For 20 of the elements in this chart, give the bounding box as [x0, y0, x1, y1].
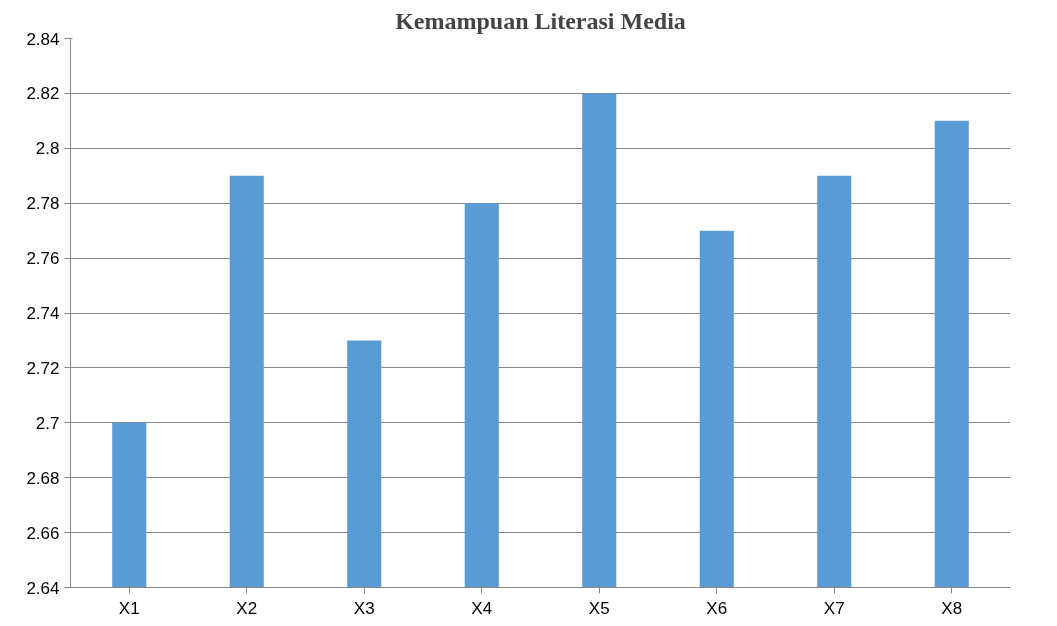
x-tick-label: X4 — [471, 598, 493, 618]
x-tick-label: X6 — [706, 598, 728, 618]
x-tick-label: X5 — [588, 598, 610, 618]
y-tick-label: 2.78 — [26, 194, 60, 214]
y-tick-label: 2.84 — [26, 29, 60, 49]
x-tick-label: X1 — [118, 598, 140, 618]
y-tick-label: 2.72 — [26, 358, 60, 378]
y-tick-label: 2.64 — [26, 578, 60, 598]
y-tick-label: 2.82 — [26, 84, 60, 104]
y-tick-label: 2.68 — [26, 468, 60, 488]
y-tick-label: 2.8 — [35, 139, 60, 159]
y-tick-label: 2.66 — [26, 523, 60, 543]
chart-title: Kemampuan Literasi Media — [395, 7, 686, 34]
x-tick-label: X2 — [236, 598, 258, 618]
x-tick-label: X3 — [353, 598, 375, 618]
y-tick-label: 2.74 — [26, 304, 60, 323]
y-tick-label: 2.76 — [26, 249, 60, 269]
x-tick-label: X8 — [941, 598, 963, 618]
x-tick-label: X7 — [823, 598, 845, 618]
y-tick-label: 2.7 — [35, 413, 60, 433]
